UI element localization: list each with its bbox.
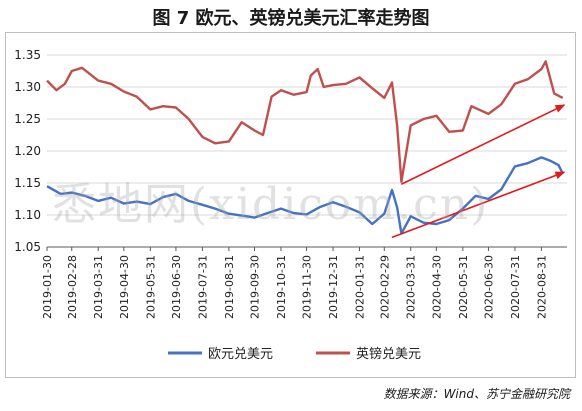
- watermark: 悉地网(xidicom.cn): [52, 179, 490, 230]
- eur-usd-line: [46, 156, 564, 235]
- legend: 欧元兑美元 英镑兑美元: [168, 346, 421, 362]
- x-tick-label: 2019-12-31: [327, 255, 340, 319]
- y-tick-label: 1.35: [14, 48, 41, 62]
- gbp-trend-arrow: [401, 104, 566, 185]
- eur-trend-arrow: [391, 171, 566, 239]
- trend-arrows: [391, 104, 566, 239]
- x-tick-label: 2019-04-30: [118, 255, 131, 319]
- x-tick-label: 2019-07-31: [196, 255, 209, 319]
- x-tick-label: 2020-04-30: [430, 255, 443, 319]
- x-tick-label: 2019-09-30: [248, 255, 261, 319]
- gridlines: [47, 54, 567, 248]
- x-tick-label: 2019-06-30: [170, 255, 183, 319]
- x-tick-label: 2020-01-31: [354, 255, 367, 319]
- y-tick-label: 1.15: [14, 176, 41, 190]
- y-tick-label: 1.25: [14, 112, 41, 126]
- y-tick-label: 1.30: [14, 80, 41, 94]
- x-tick-label: 2019-02-28: [66, 255, 79, 319]
- chart-title: 图 7 欧元、英镑兑美元汇率走势图: [152, 8, 430, 29]
- legend-label: 英镑兑美元: [356, 346, 421, 362]
- y-tick-label: 1.20: [14, 144, 41, 158]
- gbp-usd-line: [46, 60, 564, 183]
- x-axis-ticks: 2019-01-30 2019-02-28 2019-03-31 2019-04-30…: [41, 247, 548, 319]
- x-tick-label: 2019-11-30: [301, 255, 314, 319]
- x-tick-label: 2020-08-31: [535, 255, 548, 319]
- x-tick-label: 2019-01-30: [41, 255, 54, 319]
- x-tick-label: 2020-03-31: [405, 255, 418, 319]
- x-tick-label: 2019-08-31: [223, 255, 236, 319]
- chart-frame: [5, 32, 576, 378]
- y-axis-ticks: 1.05 1.10 1.15 1.20 1.25 1.30 1.35: [14, 48, 41, 254]
- x-tick-label: 2019-03-31: [92, 255, 105, 319]
- x-tick-label: 2020-07-31: [509, 255, 522, 319]
- source-note: 数据来源：Wind、苏宁金融研究院: [383, 387, 570, 401]
- legend-label: 欧元兑美元: [208, 347, 273, 362]
- x-tick-label: 2019-10-31: [275, 255, 288, 319]
- y-tick-label: 1.05: [14, 240, 41, 254]
- x-tick-label: 2019-05-31: [144, 255, 157, 319]
- series-lines: [46, 60, 564, 235]
- x-tick-label: 2020-02-29: [378, 255, 391, 319]
- y-tick-label: 1.10: [14, 208, 41, 222]
- x-tick-label: 2020-06-30: [482, 255, 495, 319]
- x-tick-label: 2020-05-31: [457, 255, 470, 319]
